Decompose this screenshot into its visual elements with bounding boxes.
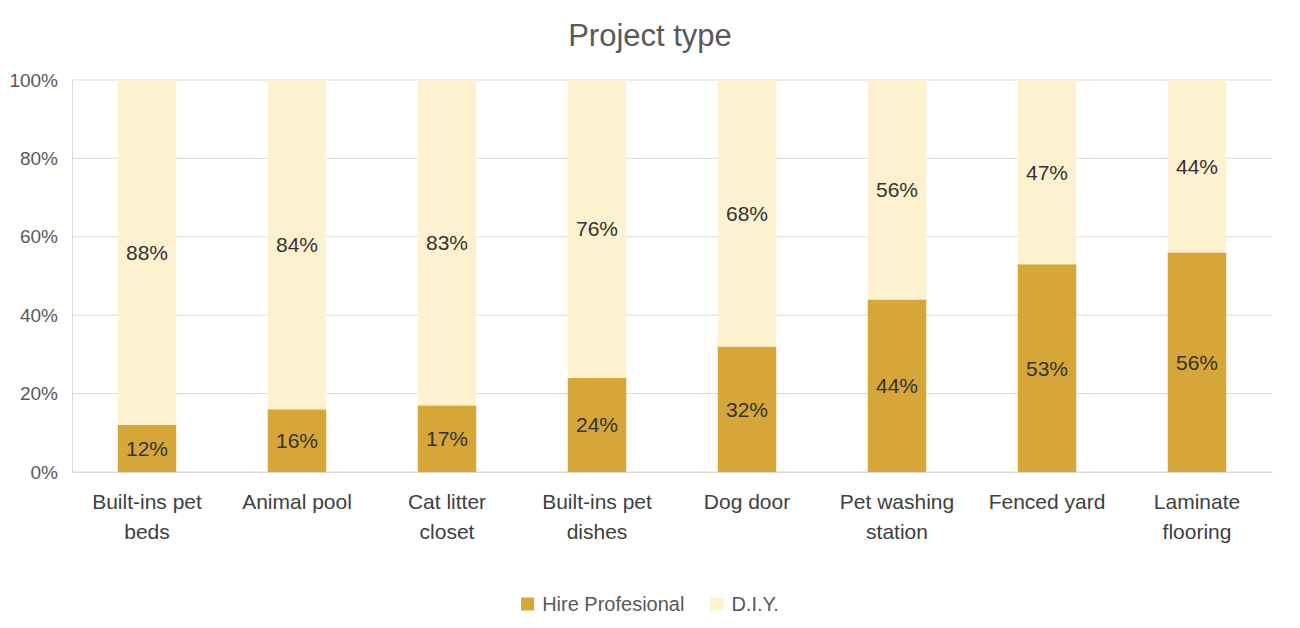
legend: Hire Profesional D.I.Y.	[521, 593, 779, 615]
x-tick: Built-ins pet dishes	[542, 472, 652, 543]
x-tick-label: Cat litter closet	[408, 490, 486, 543]
data-label: 44%	[1176, 155, 1218, 178]
legend-item: D.I.Y.	[710, 593, 778, 615]
x-tick-label: Animal pool	[242, 490, 352, 513]
x-axis: Built-ins pet beds Animal pool Cat litter cl…	[73, 472, 1273, 543]
x-tick-label: Dog door	[704, 490, 790, 513]
grid	[72, 80, 1272, 472]
y-tick-label: 60%	[20, 226, 58, 247]
y-tick: 60%	[20, 226, 72, 247]
bar	[868, 80, 927, 300]
y-tick: 80%	[20, 148, 72, 169]
y-axis: 0% 20% 40% 60% 80% 100%	[9, 70, 72, 483]
bar	[268, 80, 327, 409]
grid-line	[72, 315, 1272, 316]
bar	[868, 300, 927, 472]
x-tick-label-line: station	[866, 520, 928, 543]
data-label: 83%	[426, 231, 468, 254]
x-tick-label: Pet washing station	[840, 490, 954, 543]
x-tick-label-line: Dog door	[704, 490, 790, 513]
legend-label: D.I.Y.	[731, 593, 778, 615]
x-tick-label-line: flooring	[1163, 520, 1232, 543]
x-tick-label-line: Cat litter	[408, 490, 486, 513]
x-tick-label-line: beds	[124, 520, 170, 543]
y-tick: 40%	[20, 305, 72, 326]
x-tick-label-line: Pet washing	[840, 490, 954, 513]
x-tick-label-line: closet	[420, 520, 475, 543]
bar	[118, 425, 177, 472]
bars	[118, 80, 1227, 472]
data-label: 12%	[126, 437, 168, 460]
y-tick-label: 80%	[20, 148, 58, 169]
bar	[568, 80, 627, 378]
data-label: 56%	[1176, 351, 1218, 374]
x-tick-label-line: Built-ins pet	[542, 490, 652, 513]
grid-line	[72, 158, 1272, 159]
bar	[1168, 252, 1227, 472]
legend-swatch	[710, 598, 723, 611]
data-labels: 12% 16% 17% 24% 32% 44% 53% 56% 88% 84% 83% 76% 68% 5…	[126, 155, 1218, 460]
bar	[118, 80, 177, 425]
x-tick-label: Built-ins pet beds	[92, 490, 202, 543]
y-tick: 0%	[31, 462, 72, 483]
y-tick-label: 20%	[20, 383, 58, 404]
data-label: 16%	[276, 429, 318, 452]
y-tick-label: 0%	[31, 462, 59, 483]
grid-line	[72, 80, 1272, 81]
x-tick: Cat litter closet	[408, 472, 486, 543]
x-tick-label: Laminate flooring	[1154, 490, 1240, 543]
x-axis-line	[73, 472, 1273, 473]
y-axis-line	[72, 81, 73, 473]
x-tick: Laminate flooring	[1154, 472, 1240, 543]
data-label: 84%	[276, 233, 318, 256]
x-tick-label-line: dishes	[567, 520, 628, 543]
grid-line	[72, 393, 1272, 394]
x-tick: Animal pool	[242, 472, 352, 513]
x-tick: Pet washing station	[840, 472, 954, 543]
bar	[418, 80, 477, 405]
data-label: 53%	[1026, 357, 1068, 380]
x-tick: Fenced yard	[989, 472, 1106, 513]
grid-line	[72, 472, 1272, 473]
x-tick-label-line: Laminate	[1154, 490, 1240, 513]
bar	[418, 405, 477, 472]
grid-line	[72, 236, 1272, 237]
data-label: 17%	[426, 427, 468, 450]
bar	[268, 409, 327, 472]
x-tick-label: Fenced yard	[989, 490, 1106, 513]
legend-label: Hire Profesional	[542, 593, 684, 615]
chart: Project type 0% 20% 40% 60% 80% 100% 12% 16% 17% 2…	[0, 0, 1300, 628]
x-tick-label-line: Animal pool	[242, 490, 352, 513]
bar	[1018, 80, 1077, 264]
y-tick: 100%	[9, 70, 72, 91]
x-tick-label: Built-ins pet dishes	[542, 490, 652, 543]
data-label: 56%	[876, 178, 918, 201]
data-label: 47%	[1026, 161, 1068, 184]
y-tick-label: 100%	[9, 70, 58, 91]
data-label: 44%	[876, 374, 918, 397]
y-tick: 20%	[20, 383, 72, 404]
plot: 0% 20% 40% 60% 80% 100% 12% 16% 17% 24% 32% 44% 53% 5…	[9, 70, 1272, 544]
bar	[1168, 80, 1227, 252]
bar	[1018, 264, 1077, 472]
legend-swatch	[521, 598, 534, 611]
bar	[718, 347, 777, 472]
x-tick: Dog door	[704, 472, 790, 513]
data-label: 88%	[126, 241, 168, 264]
title: Project type	[568, 18, 732, 53]
bar	[718, 80, 777, 347]
y-tick-label: 40%	[20, 305, 58, 326]
bar	[568, 378, 627, 472]
legend-item: Hire Profesional	[521, 593, 684, 615]
x-tick: Built-ins pet beds	[92, 472, 202, 543]
data-label: 32%	[726, 398, 768, 421]
data-label: 68%	[726, 202, 768, 225]
data-label: 24%	[576, 413, 618, 436]
data-label: 76%	[576, 217, 618, 240]
x-tick-label-line: Built-ins pet	[92, 490, 202, 513]
x-tick-label-line: Fenced yard	[989, 490, 1106, 513]
